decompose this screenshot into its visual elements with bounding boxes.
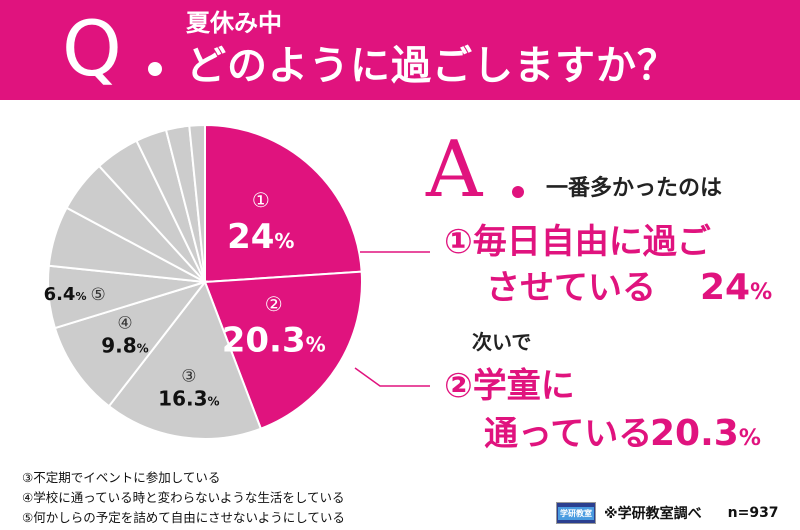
legend-notes: ③不定期でイベントに参加している ④学校に通っている時と変わらないような生活をし… [22, 468, 345, 528]
pie-label: ③16.3% [158, 367, 219, 411]
answer-second-line2: 通っている [484, 414, 653, 454]
pie-label: ① 24% [227, 188, 294, 257]
answer-second-pct: 20.3% [650, 412, 761, 461]
question-banner: Q 夏休み中 どのように過ごしますか？ [0, 0, 800, 100]
pie-label-value: 6.4% [44, 284, 87, 305]
a-dot [512, 186, 524, 198]
connector-line-2 [354, 367, 430, 387]
pie-label-value: 9.8% [101, 333, 148, 357]
answer-second-line1: ②学童に [444, 366, 575, 406]
pie-slice [53, 280, 208, 408]
source-text: ※学研教室調べ [604, 506, 702, 522]
answer-second-pct-value: 20.3 [650, 413, 739, 454]
pie-label-number: ⑤ [90, 285, 105, 305]
pct-sign: % [738, 426, 761, 451]
note-item: ④学校に通っている時と変わらないような生活をしている [22, 490, 345, 505]
answer-first-pct-value: 24 [700, 267, 751, 308]
pie-label: ④9.8% [101, 313, 148, 357]
answer-first-line2: させている [486, 268, 656, 308]
pie-label-value: 24% [227, 217, 294, 257]
q-dot [148, 62, 162, 76]
sample-size: n=937 [727, 505, 779, 521]
pct-sign: % [750, 280, 773, 305]
note-item: ⑤何かしらの予定を詰めて自由にさせないようにしている [22, 510, 345, 525]
pie-label-value: 16.3% [158, 387, 219, 411]
pie-label-number: ③ [181, 367, 196, 387]
a-letter: A [426, 125, 483, 215]
question-title: どのように過ごしますか？ [186, 43, 678, 89]
pie-chart: ①24%②20.3%③16.3%④9.8%⑤6.4% [44, 123, 430, 440]
answer-first-pct: 24% [700, 266, 772, 315]
pie-slice [204, 123, 363, 284]
logo-text: 学研教室 [558, 506, 594, 520]
question-sub: 夏休み中 [186, 9, 282, 37]
pie-label-value: 20.3% [222, 321, 326, 361]
pie-label-number: ① [252, 188, 270, 212]
pie-label: ⑤6.4% [44, 284, 106, 305]
answer-middle: 次いで [472, 330, 532, 354]
answer-lead: 一番多かったのは [546, 176, 723, 201]
pie-label-number: ② [265, 292, 283, 316]
pie-slice [107, 279, 263, 440]
pie-label-number: ④ [117, 313, 132, 333]
q-letter: Q [62, 4, 122, 93]
source: 学研教室 ※学研教室調べ n=937 [556, 502, 779, 524]
answer-first-line1: ①毎日自由に過ご [444, 222, 711, 262]
pie-slice [188, 123, 206, 283]
pie-slice [203, 270, 363, 431]
note-item: ③不定期でイベントに参加している [22, 470, 221, 485]
gakken-logo: 学研教室 [556, 502, 596, 524]
pie-label: ② 20.3% [222, 292, 326, 361]
